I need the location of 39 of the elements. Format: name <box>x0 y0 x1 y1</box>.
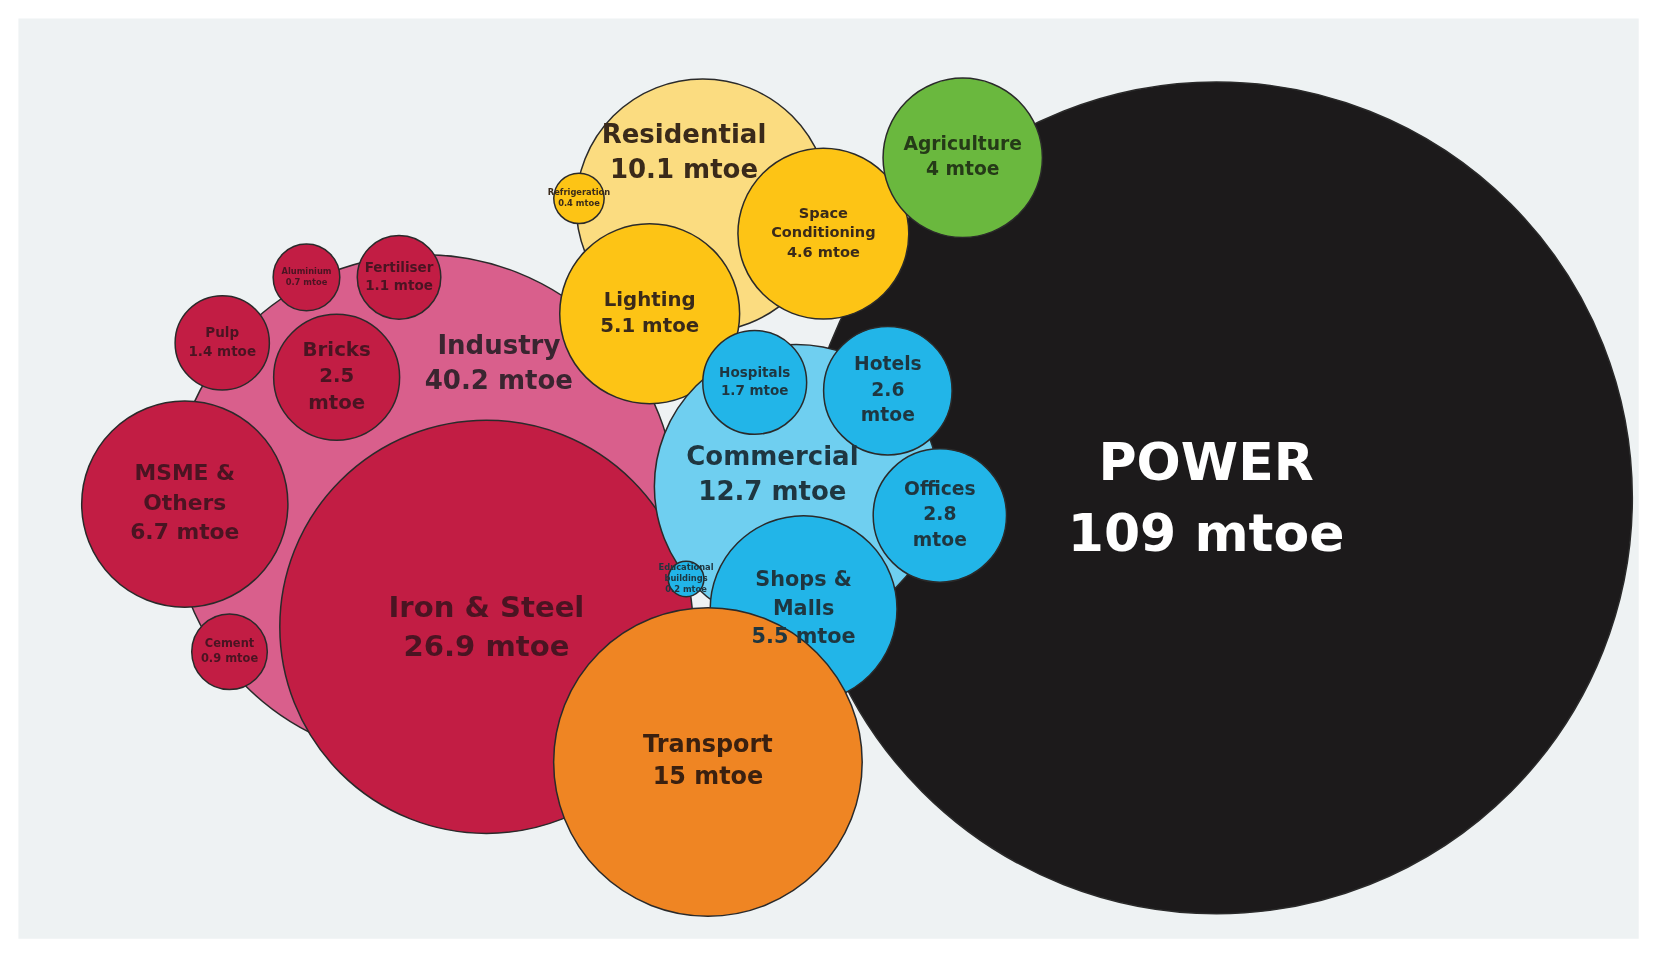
category-label: Residential <box>601 118 767 149</box>
data-label: 4.6 mtoe <box>786 243 860 261</box>
data-label: 0.4 mtoe <box>558 198 601 209</box>
data-label: 26.9 mtoe <box>403 629 570 664</box>
data-label: 109 mtoe <box>1067 502 1345 563</box>
data-label: 2.5 mtoe <box>308 364 366 415</box>
category-label: Commercial <box>686 441 859 472</box>
category-label: Bricks <box>302 337 371 361</box>
category-label: Iron & Steel <box>388 589 585 624</box>
category-label: Aluminium <box>281 265 332 276</box>
data-label: 0.7 mtoe <box>285 277 328 288</box>
data-label: 12.7 mtoe <box>698 476 847 507</box>
category-label: Industry <box>437 329 561 360</box>
data-label: 5.5 mtoe <box>751 623 856 648</box>
category-label: Pulp <box>205 324 240 341</box>
category-label: Offices <box>904 478 976 500</box>
category-label: Hospitals <box>719 363 791 380</box>
category-label: Hotels <box>854 353 922 375</box>
category-label: Fertiliser <box>364 258 434 275</box>
category-label: Transport <box>643 730 773 759</box>
data-label: 1.7 mtoe <box>720 382 789 399</box>
category-label: POWER <box>1098 432 1314 493</box>
data-label: 5.1 mtoe <box>600 314 700 338</box>
category-label: Cement <box>204 636 255 651</box>
data-label: 40.2 mtoe <box>424 365 573 396</box>
category-label: Shops & Malls <box>755 567 852 620</box>
category-label: Agriculture <box>903 132 1022 154</box>
category-label: MSME & Others <box>134 460 236 515</box>
data-label: 1.4 mtoe <box>188 342 257 359</box>
category-label: Space Conditioning <box>771 203 876 241</box>
data-label: 2.6 mtoe <box>860 378 915 425</box>
data-label: 2.8 mtoe <box>912 503 967 550</box>
category-label: Lighting <box>603 287 696 311</box>
data-label: 1.1 mtoe <box>365 276 433 293</box>
data-label: 10.1 mtoe <box>609 153 759 184</box>
data-label: 6.7 mtoe <box>130 519 240 545</box>
data-label: 0.9 mtoe <box>200 651 259 666</box>
data-label: 4 mtoe <box>925 158 1000 180</box>
data-label: 15 mtoe <box>652 762 764 791</box>
